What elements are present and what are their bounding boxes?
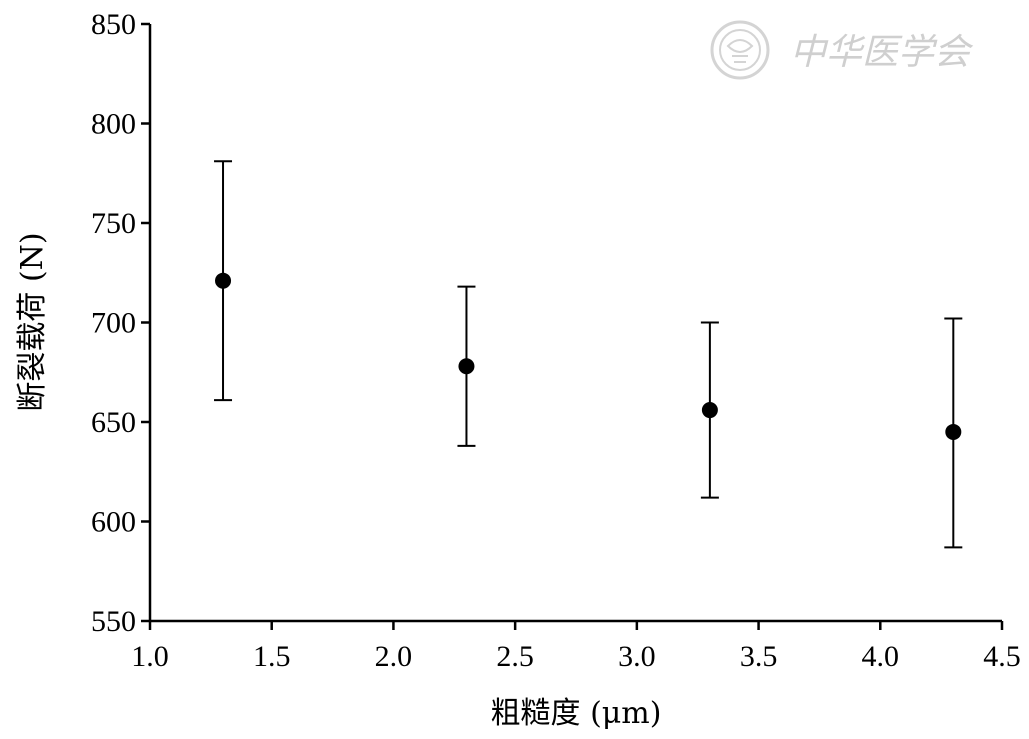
data-point [458,358,475,375]
watermark: 中华医学会 [710,20,974,80]
x-tick-label: 2.5 [496,640,534,673]
y-tick-label: 800 [91,108,136,141]
y-axis-title: 断裂载荷 (N) [15,232,50,411]
y-tick-label: 750 [91,207,136,240]
data-point [701,402,718,419]
x-tick-label: 1.0 [131,640,169,673]
x-axis-title: 粗糙度 (μm) [491,696,662,731]
y-tick-label: 650 [91,406,136,439]
y-tick-label: 550 [91,605,136,638]
y-tick-label: 700 [91,307,136,340]
y-tick-label: 850 [91,8,136,41]
x-tick-label: 1.5 [253,640,291,673]
y-axis-ticks: 550 600 650 700 750 800 850 [91,8,150,638]
watermark-text: 中华医学会 [790,32,974,73]
data-point [945,423,962,440]
y-tick-label: 600 [91,506,136,539]
data-point [215,272,232,289]
x-tick-label: 4.5 [983,640,1021,673]
x-axis-ticks: 1.0 1.5 2.0 2.5 3.0 3.5 4.0 4.5 [131,621,1021,673]
data-marks [214,160,963,549]
x-tick-label: 2.0 [375,640,413,673]
x-tick-label: 3.0 [618,640,656,673]
x-tick-label: 3.5 [740,640,778,673]
society-seal-icon [710,20,770,80]
x-tick-label: 4.0 [862,640,900,673]
